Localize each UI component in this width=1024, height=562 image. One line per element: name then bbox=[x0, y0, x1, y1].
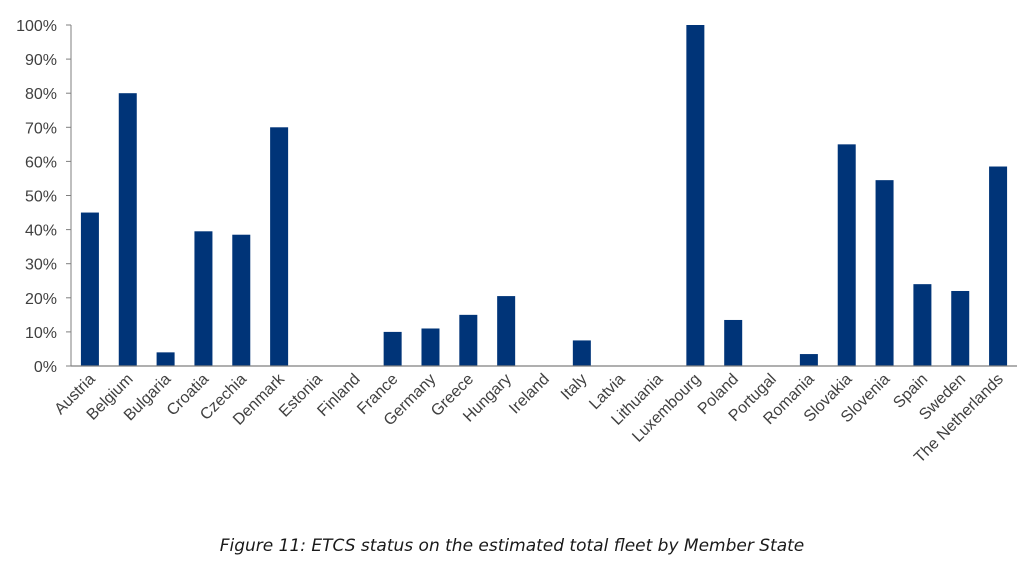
x-tick-label: Italy bbox=[558, 371, 591, 404]
y-tick-label: 0% bbox=[34, 359, 57, 376]
bar-hungary bbox=[497, 296, 516, 366]
bar-bulgaria bbox=[156, 352, 175, 366]
bar-greece bbox=[459, 314, 478, 366]
bar-croatia bbox=[194, 231, 213, 366]
y-tick-label: 60% bbox=[25, 154, 57, 171]
bar-the-netherlands bbox=[989, 166, 1008, 366]
bar-romania bbox=[799, 354, 818, 366]
y-tick-label: 100% bbox=[16, 18, 57, 35]
bar-italy bbox=[572, 340, 591, 366]
bar-sweden bbox=[951, 290, 970, 366]
y-tick-label: 30% bbox=[25, 257, 57, 274]
x-tick-label: Finland bbox=[314, 371, 363, 420]
y-tick-label: 90% bbox=[25, 52, 57, 69]
y-tick-label: 20% bbox=[25, 291, 57, 308]
y-tick-label: 80% bbox=[25, 86, 57, 103]
x-tick-label: Ireland bbox=[506, 371, 553, 418]
y-tick-label: 10% bbox=[25, 325, 57, 342]
bar-czechia bbox=[232, 234, 251, 366]
bars bbox=[80, 25, 1008, 366]
bar-france bbox=[383, 331, 402, 366]
x-axis-labels: AustriaBelgiumBulgariaCroatiaCzechiaDenm… bbox=[52, 370, 1007, 466]
bar-chart: 0% 10% 20% 30% 40% 50% 60% 70% 80% 90% 100% Austri… bbox=[16, 18, 1017, 466]
bar-slovakia bbox=[837, 144, 856, 366]
y-tick-label: 50% bbox=[25, 189, 57, 206]
bar-austria bbox=[80, 212, 99, 366]
y-axis-ticks: 0% 10% 20% 30% 40% 50% 60% 70% 80% 90% 100% bbox=[16, 18, 71, 376]
bar-germany bbox=[421, 328, 440, 366]
bar-poland bbox=[724, 319, 743, 366]
bar-belgium bbox=[118, 93, 137, 366]
bar-denmark bbox=[270, 127, 289, 366]
figure-caption: Figure 11: ETCS status on the estimated … bbox=[219, 536, 805, 556]
y-tick-label: 70% bbox=[25, 120, 57, 137]
bar-spain bbox=[913, 284, 932, 366]
bar-luxembourg bbox=[686, 25, 705, 366]
bar-slovenia bbox=[875, 180, 894, 366]
y-tick-label: 40% bbox=[25, 223, 57, 240]
axes bbox=[70, 25, 1017, 367]
